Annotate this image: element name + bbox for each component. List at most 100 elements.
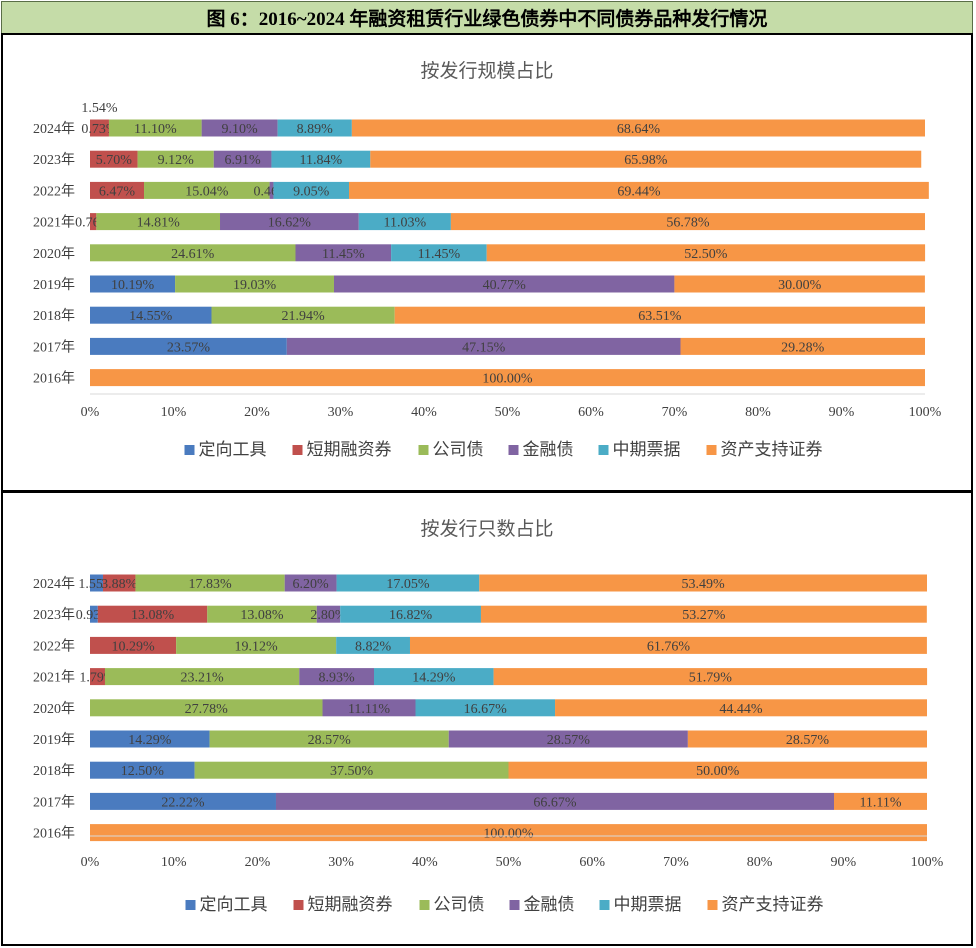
- data-label: 52.50%: [684, 247, 728, 262]
- x-tick-label: 70%: [663, 855, 689, 870]
- category-label-2021年: 2021年: [33, 215, 75, 231]
- data-label: 28.57%: [786, 733, 830, 748]
- bar-资产支持证券-2022年: [349, 181, 929, 199]
- bar-短期融资券-2021年: [90, 213, 97, 231]
- bar-资产支持证券-2019年: [687, 730, 927, 748]
- legend-swatch-短期融资券: [292, 445, 303, 455]
- data-label: 14.29%: [128, 733, 172, 748]
- x-tick-label: 20%: [245, 855, 271, 870]
- bar-金融债-2024年: [284, 574, 337, 592]
- bar-资产支持证券-2016年: [90, 824, 927, 842]
- bar-公司债-2024年: [108, 119, 202, 137]
- bar-资产支持证券-2023年: [480, 605, 927, 623]
- bar-中期票据-2020年: [391, 244, 487, 262]
- chart-panel-scale: 按发行规模占比 2024年 0.73% 1.54% 11.10% 9.10% 8.89% 6…: [1, 33, 973, 492]
- legend-label-资产支持证券: 资产支持证券: [722, 895, 824, 914]
- legend-swatch-资产支持证券: [707, 900, 718, 910]
- category-label-2024年: 2024年: [33, 576, 75, 592]
- x-tick-label: 60%: [579, 855, 605, 870]
- bar-短期融资券-2024年: [90, 119, 109, 137]
- data-label: 17.83%: [188, 577, 232, 592]
- figure-title: 图 6：2016~2024 年融资租赁行业绿色债券中不同债券品种发行情况: [1, 1, 973, 34]
- data-label: 19.03%: [233, 278, 277, 293]
- bar-金融债-2019年: [448, 730, 688, 748]
- legend-swatch-金融债: [509, 900, 520, 910]
- data-label: 53.49%: [682, 577, 726, 592]
- bar-金融债-2021年: [299, 668, 374, 686]
- data-label: 14.55%: [129, 309, 173, 324]
- bar-资产支持证券-2022年: [409, 636, 927, 654]
- legend-swatch-定向工具: [185, 900, 196, 910]
- x-tick-label: 90%: [830, 855, 856, 870]
- bar-定向工具-2024年: [90, 574, 103, 592]
- chart-panel-count: 按发行只数占比 2024年 1.55% 3.88% 17.83% 6.20% 17.05%…: [1, 491, 973, 946]
- category-label-2017年: 2017年: [33, 339, 75, 355]
- bar-定向工具-2019年: [90, 275, 176, 293]
- data-label: 28.57%: [308, 733, 352, 748]
- data-label: 69.44%: [617, 184, 661, 199]
- data-label: 47.15%: [462, 340, 506, 355]
- category-label-2023年: 2023年: [33, 607, 75, 623]
- data-label: 22.22%: [161, 795, 205, 810]
- bar-中期票据-2024年: [336, 574, 480, 592]
- chart-issue-count-share: 按发行只数占比 2024年 1.55%3.88% 17.83% 6.20% 17.05%…: [33, 518, 944, 914]
- x-tick-label: 30%: [328, 405, 354, 420]
- x-tick-label: 80%: [745, 405, 771, 420]
- bar-定向工具-2019年: [90, 730, 210, 748]
- data-label: 63.51%: [638, 309, 682, 324]
- data-label: 15.04%: [185, 184, 229, 199]
- bar-短期融资券-2022年: [90, 181, 145, 199]
- legend-swatch-中期票据: [598, 445, 609, 455]
- category-label-2020年: 2020年: [33, 701, 75, 717]
- legend-swatch-公司债: [419, 900, 430, 910]
- legend-label-短期融资券: 短期融资券: [308, 895, 393, 914]
- bar-短期融资券-2021年: [90, 668, 105, 686]
- bar-金融债-2024年: [201, 119, 278, 137]
- legend-label-定向工具: 定向工具: [200, 895, 268, 914]
- data-label: 6.91%: [225, 153, 262, 168]
- bar-公司债-2024年: [135, 574, 285, 592]
- bar-金融债-2020年: [295, 244, 392, 262]
- data-label: 9.12%: [158, 153, 195, 168]
- data-label: 5.70%: [96, 153, 133, 168]
- legend-label-公司债: 公司债: [433, 440, 484, 459]
- bar-中期票据-2023年: [340, 605, 481, 623]
- data-label: 1.54%: [81, 101, 118, 116]
- bar-资产支持证券-2020年: [486, 244, 926, 262]
- x-tick-label: 40%: [412, 855, 438, 870]
- x-tick-label: 10%: [161, 855, 187, 870]
- x-tick-label: 100%: [909, 405, 942, 420]
- bar-中期票据-2022年: [336, 636, 410, 654]
- data-label: 11.84%: [300, 153, 343, 168]
- chart-issue-scale-share: 按发行规模占比 2024年 0.73% 1.54% 11.10% 9.10% 8.89% 6…: [33, 60, 942, 459]
- x-tick-label: 60%: [578, 405, 604, 420]
- data-label: 68.64%: [617, 122, 661, 137]
- category-label-2023年: 2023年: [33, 152, 75, 168]
- bar-公司债-2021年: [104, 668, 300, 686]
- legend-label-金融债: 金融债: [524, 895, 575, 914]
- bar-资产支持证券-2023年: [370, 150, 922, 168]
- data-label: 8.82%: [355, 639, 392, 654]
- data-label: 24.61%: [171, 247, 215, 262]
- legend-swatch-公司债: [418, 445, 429, 455]
- bar-定向工具-2018年: [90, 306, 212, 324]
- bar-金融债-2019年: [333, 275, 675, 293]
- category-label-2021年: 2021年: [33, 670, 75, 686]
- data-label: 44.44%: [719, 702, 763, 717]
- bar-短期融资券-2023年: [90, 150, 138, 168]
- category-label-2019年: 2019年: [33, 732, 75, 748]
- category-label-2020年: 2020年: [33, 246, 75, 262]
- bar-金融债-2023年: [316, 605, 341, 623]
- data-label: 16.82%: [389, 608, 433, 623]
- data-label: 10.29%: [111, 639, 155, 654]
- x-tick-label: 0%: [81, 855, 100, 870]
- legend-swatch-定向工具: [184, 445, 195, 455]
- data-label: 11.03%: [384, 216, 427, 231]
- bar-定向工具-2017年: [90, 792, 276, 810]
- bar-公司债-2023年: [207, 605, 317, 623]
- data-label: 16.62%: [268, 216, 312, 231]
- category-label-2022年: 2022年: [33, 183, 75, 199]
- bar-资产支持证券-2019年: [674, 275, 925, 293]
- category-label-2022年: 2022年: [33, 638, 75, 654]
- bar-资产支持证券-2024年: [479, 574, 927, 592]
